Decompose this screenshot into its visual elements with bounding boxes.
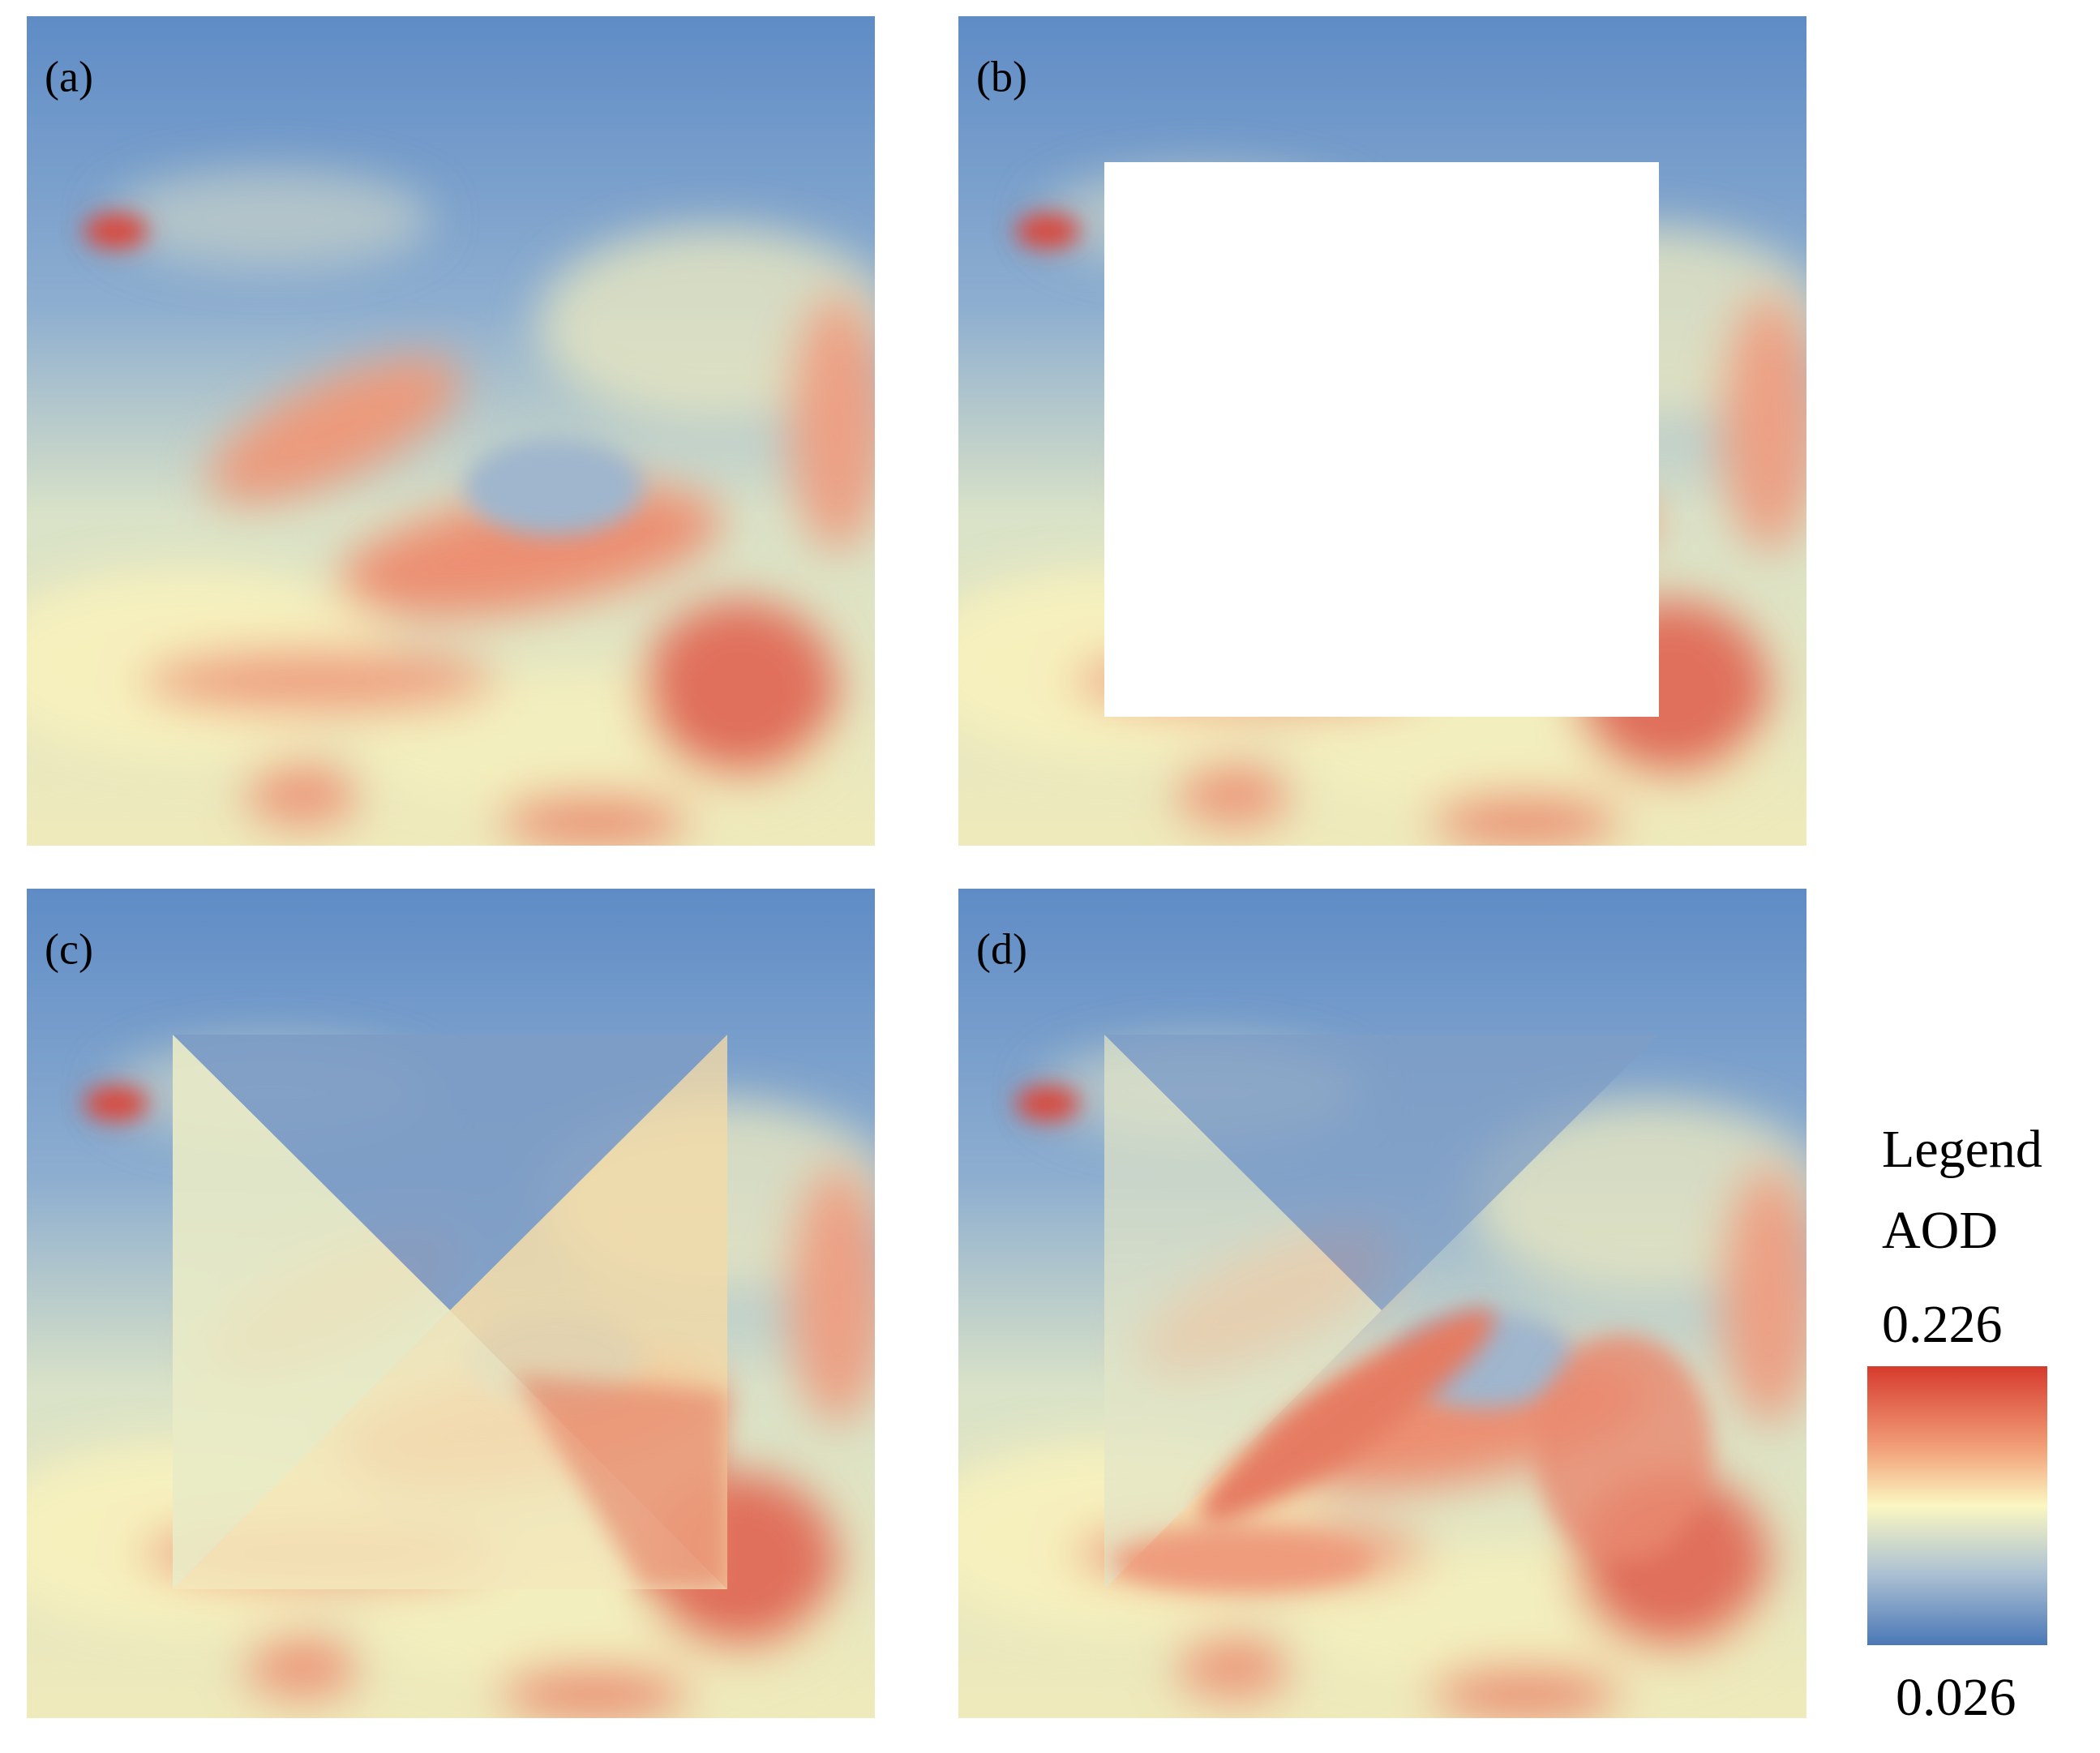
legend-title: Legend bbox=[1882, 1120, 2042, 1179]
panel-label: (d) bbox=[976, 924, 1027, 973]
legend-min: 0.026 bbox=[1896, 1668, 2016, 1727]
panel-label: (a) bbox=[45, 52, 93, 101]
color-bar bbox=[1867, 1366, 2047, 1645]
panel-label: (b) bbox=[976, 52, 1027, 101]
legend-variable: AOD bbox=[1882, 1201, 1998, 1260]
legend: Legend AOD 0.226 0.026 bbox=[1867, 1120, 2047, 1727]
panel-b: (b) bbox=[910, 16, 1826, 846]
panel-label: (c) bbox=[45, 924, 93, 973]
panel-c: (c) bbox=[0, 889, 894, 1718]
legend-max: 0.226 bbox=[1882, 1295, 2003, 1354]
panel-d: (d) bbox=[910, 889, 1826, 1718]
panel-a: (a) bbox=[0, 16, 894, 846]
missing-region bbox=[1104, 162, 1659, 717]
